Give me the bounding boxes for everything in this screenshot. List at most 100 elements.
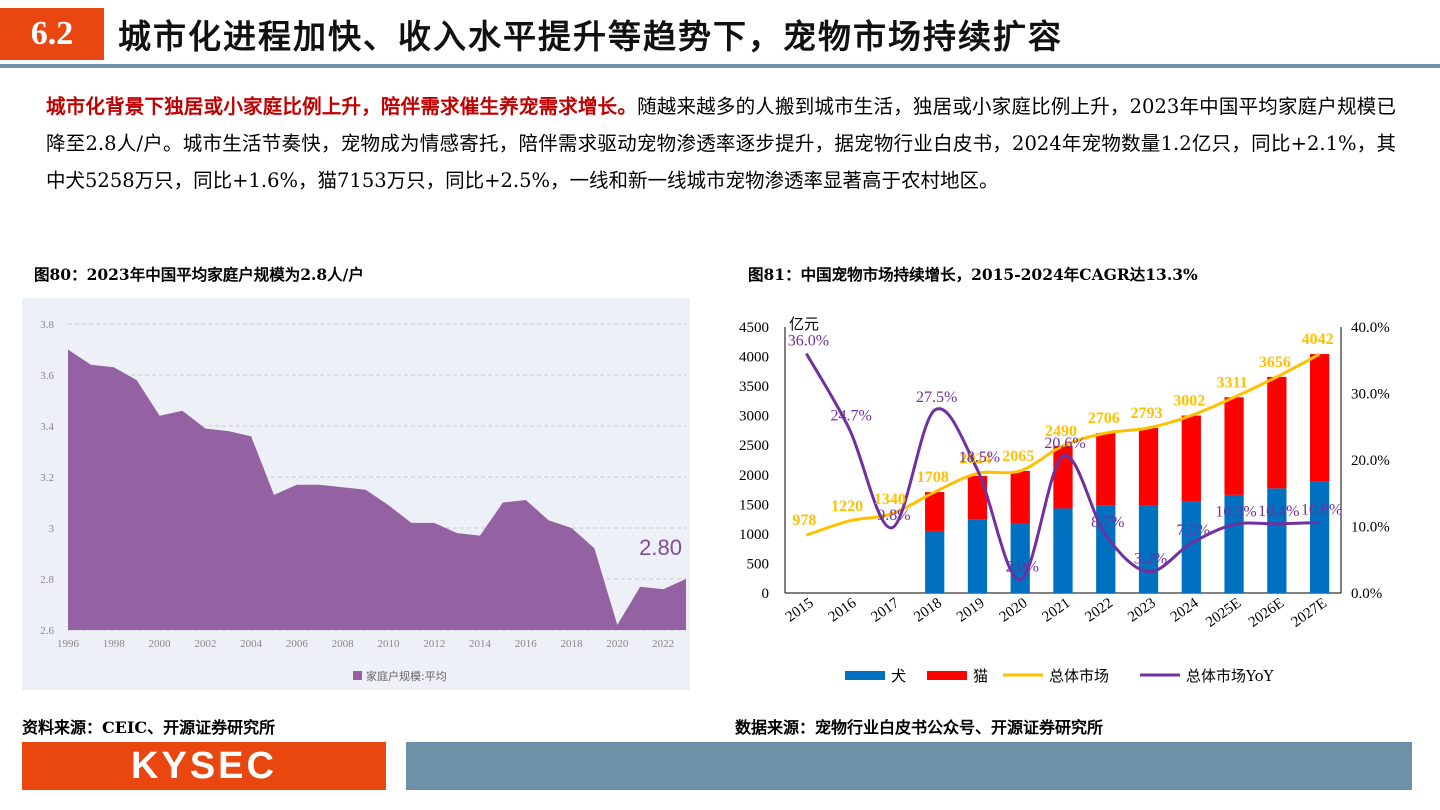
dog-bar xyxy=(967,519,988,593)
total-data-label: 3002 xyxy=(1173,393,1205,410)
x-tick-label: 2017 xyxy=(868,595,902,626)
x-tick-label: 2022 xyxy=(1082,595,1116,625)
dog-bar xyxy=(1181,501,1201,593)
y-tick-label: 3.8 xyxy=(40,319,54,331)
x-tick-label: 2004 xyxy=(240,638,263,650)
x-tick-label: 2018 xyxy=(911,595,945,625)
y-tick-label: 3.2 xyxy=(40,472,54,484)
yoy-line xyxy=(805,352,1320,582)
left-tick-label: 2500 xyxy=(739,438,769,454)
total-market-line xyxy=(805,352,1321,537)
left-tick-label: 3500 xyxy=(739,379,769,395)
right-tick-label: 40.0% xyxy=(1351,320,1390,336)
left-tick-label: 500 xyxy=(747,556,770,572)
header-divider xyxy=(0,64,1440,68)
dog-bar xyxy=(1309,481,1330,593)
x-tick-label: 2027E xyxy=(1289,595,1330,631)
total-data-label: 2024 xyxy=(959,450,991,467)
section-number: 6.2 xyxy=(0,8,104,60)
household-size-chart: 2.6 2.8 3 3.2 3.4 3.6 3.8 1996 1998 2000 2002 2004 2… xyxy=(22,298,690,690)
last-value-annotation: 2.80 xyxy=(639,535,682,560)
yoy-data-label: 2.0% xyxy=(1006,559,1039,576)
left-tick-label: 4500 xyxy=(739,320,769,336)
total-data-label: 3311 xyxy=(1217,374,1248,391)
yoy-data-label: 10.3% xyxy=(1215,504,1256,521)
x-tick-label: 2024 xyxy=(1168,595,1202,626)
total-data-label: 2490 xyxy=(1045,423,1077,440)
left-tick-label: 0 xyxy=(762,586,770,602)
x-tick-label: 2020 xyxy=(606,638,629,650)
legend-swatch xyxy=(353,671,362,680)
legend-swatch xyxy=(845,671,885,680)
section-title: 城市化进程加快、收入水平提升等趋势下，宠物市场持续扩容 xyxy=(118,17,1063,56)
kysec-logo: KYSEC xyxy=(22,742,386,790)
left-tick-label: 3000 xyxy=(739,409,769,425)
right-tick-label: 30.0% xyxy=(1351,387,1390,403)
total-data-label: 1220 xyxy=(831,498,863,515)
total-data-label: 3656 xyxy=(1259,354,1291,371)
x-tick-label: 2002 xyxy=(194,638,216,650)
figure80-source: 资料来源：CEIC、开源证券研究所 xyxy=(22,718,276,737)
x-tick-label: 2021 xyxy=(1040,595,1074,625)
pet-market-svg: 0 500 1000 1500 2000 2500 3000 3500 4000 4500 0.0%… xyxy=(739,315,1390,685)
summary-paragraph: 城市化背景下独居或小家庭比例上升，陪伴需求催生养宠需求增长。随越来越多的人搬到城… xyxy=(46,88,1396,199)
y-tick-label: 3 xyxy=(49,523,55,535)
right-tick-label: 0.0% xyxy=(1351,586,1382,602)
x-tick-label: 2020 xyxy=(997,595,1031,625)
x-tick-label: 2022 xyxy=(652,638,674,650)
x-tick-label: 2000 xyxy=(149,638,172,650)
summary-highlight: 城市化背景下独居或小家庭比例上升，陪伴需求催生养宠需求增长。 xyxy=(46,95,638,118)
cat-bar xyxy=(925,492,945,531)
y-tick-label: 3.6 xyxy=(40,370,54,382)
legend-label: 家庭户规模:平均 xyxy=(366,669,447,683)
yoy-data-label: 24.7% xyxy=(830,408,871,425)
dog-bar xyxy=(1224,494,1244,593)
cat-bar xyxy=(1309,354,1330,482)
yoy-data-label: 3.2% xyxy=(1134,551,1167,568)
total-data-label: 1340 xyxy=(874,491,906,508)
left-tick-label: 1000 xyxy=(739,527,769,543)
x-tick-label: 2016 xyxy=(515,638,538,650)
left-tick-label: 4000 xyxy=(739,350,769,366)
section-header: 6.2 城市化进程加快、收入水平提升等趋势下，宠物市场持续扩容 xyxy=(0,0,1440,70)
total-data-label: 1708 xyxy=(917,469,949,486)
x-tick-label: 2018 xyxy=(561,638,584,650)
yoy-data-label: 10.4% xyxy=(1258,503,1299,520)
cat-bar xyxy=(1224,397,1244,495)
right-tick-label: 20.0% xyxy=(1351,453,1390,469)
pet-market-chart: 0 500 1000 1500 2000 2500 3000 3500 4000 4500 0.0%… xyxy=(735,305,1415,695)
household-size-svg: 2.6 2.8 3 3.2 3.4 3.6 3.8 1996 1998 2000 2002 2004 2… xyxy=(22,298,690,690)
x-tick-label: 2012 xyxy=(423,638,445,650)
yoy-data-label: 10.6% xyxy=(1301,502,1342,519)
yoy-data-label: 18.5% xyxy=(959,449,1000,466)
x-tick-label: 2008 xyxy=(332,638,355,650)
y-tick-label: 3.4 xyxy=(40,421,54,433)
cat-bar xyxy=(967,475,988,520)
left-tick-label: 1500 xyxy=(739,497,769,513)
x-tick-label: 2016 xyxy=(826,595,860,626)
dog-bar xyxy=(1267,488,1287,593)
x-tick-label: 2019 xyxy=(954,595,988,625)
y-tick-label: 2.8 xyxy=(40,574,54,586)
total-data-label: 978 xyxy=(792,512,816,529)
dog-bar xyxy=(1053,508,1073,593)
right-tick-label: 10.0% xyxy=(1351,520,1390,536)
x-tick-label: 2006 xyxy=(286,638,309,650)
x-tick-label: 2010 xyxy=(377,638,400,650)
x-tick-label: 2014 xyxy=(469,638,492,650)
household-size-area xyxy=(68,349,686,630)
x-tick-label: 2015 xyxy=(783,595,817,625)
cat-bar xyxy=(1267,376,1287,489)
figure81-title: 图81：中国宠物市场持续增长，2015-2024年CAGR达13.3% xyxy=(748,265,1198,284)
cat-bar xyxy=(1010,470,1030,524)
cat-bar xyxy=(1096,433,1116,506)
yoy-data-label: 9.8% xyxy=(877,507,910,524)
x-tick-label: 2023 xyxy=(1125,595,1159,625)
yoy-data-label: 27.5% xyxy=(916,389,957,406)
legend-label: 猫 xyxy=(973,667,988,685)
dog-bar xyxy=(1138,505,1159,593)
legend-label: 总体市场 xyxy=(1049,667,1109,685)
legend-swatch xyxy=(927,671,967,680)
cat-bar xyxy=(1181,415,1201,502)
x-tick-label: 2026E xyxy=(1246,595,1287,631)
